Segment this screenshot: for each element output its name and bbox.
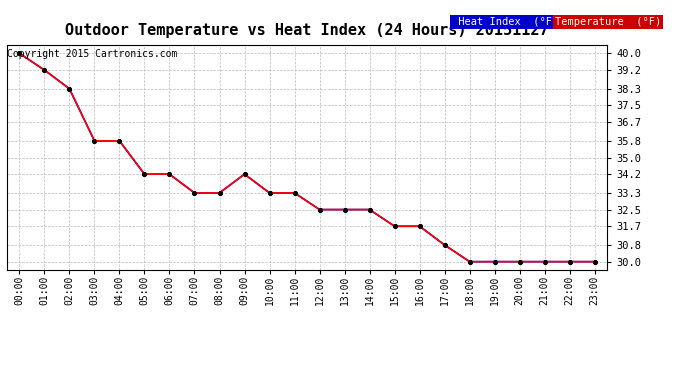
Text: Outdoor Temperature vs Heat Index (24 Hours) 20151127: Outdoor Temperature vs Heat Index (24 Ho… <box>66 22 549 38</box>
Text: Heat Index  (°F): Heat Index (°F) <box>452 17 558 27</box>
Text: Temperature  (°F): Temperature (°F) <box>555 17 661 27</box>
Text: Copyright 2015 Cartronics.com: Copyright 2015 Cartronics.com <box>7 49 177 59</box>
